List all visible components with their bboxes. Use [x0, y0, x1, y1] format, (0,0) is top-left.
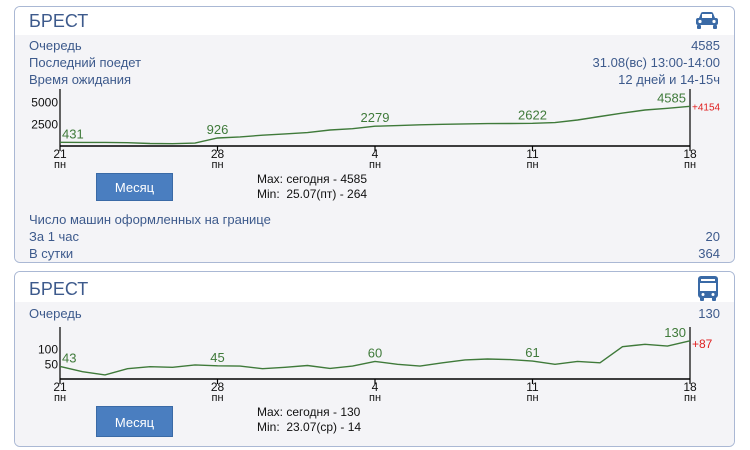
x-tick-weekday-label: пн: [211, 392, 223, 404]
info-row-hour: За 1 час 20: [29, 229, 720, 245]
y-tick-label: 50: [45, 357, 59, 371]
month-button[interactable]: Месяц: [96, 173, 173, 201]
x-tick-day-label: 11: [526, 147, 539, 161]
x-tick-weekday-label: пн: [369, 392, 381, 404]
info-label: За 1 час: [29, 229, 80, 244]
info-row-queue: Очередь 130: [29, 306, 720, 322]
info-value: 130: [698, 306, 720, 321]
car-icon[interactable]: [694, 9, 720, 36]
x-tick-weekday-label: пн: [54, 159, 66, 169]
x-tick-day-label: 4: [372, 380, 379, 394]
x-tick-weekday-label: пн: [369, 159, 381, 169]
info-label: Очередь: [29, 306, 82, 321]
x-tick-weekday-label: пн: [526, 159, 538, 169]
card-body: Очередь 4585 Последний поедет 31.08(вс) …: [15, 35, 734, 262]
info-value: 4585: [691, 38, 720, 53]
minmax-stats: Max: сегодня - 130 Min: 23.07(ср) - 14: [257, 405, 361, 435]
y-tick-label: 100: [38, 343, 58, 357]
data-label: 43: [62, 350, 76, 365]
min-stat: Min: 23.07(ср) - 14: [257, 420, 362, 434]
data-label: 926: [207, 122, 229, 137]
series-line: [59, 105, 691, 145]
delta-label: +4154: [692, 102, 721, 113]
data-label: 60: [368, 345, 382, 360]
card-body: Очередь 130 50 100 21 пн 28 пн 4 пн 11 пн 18 пн 43 45…: [15, 302, 734, 446]
bus-queue-card: БРЕСТ Очередь 130 50 100 21 пн 28 пн 4 пн 11 пн 18…: [14, 271, 735, 447]
x-tick-weekday-label: пн: [54, 392, 66, 404]
x-tick-weekday-label: пн: [684, 159, 696, 169]
border-section-title: Число машин оформленных на границе: [29, 212, 720, 228]
x-tick-weekday-label: пн: [526, 392, 538, 404]
info-label: Последний поедет: [29, 55, 142, 70]
info-row-day: В сутки 364: [29, 246, 720, 262]
data-label: 2622: [518, 107, 547, 122]
series-line: [59, 340, 691, 376]
info-value: 31.08(вс) 13:00-14:00: [592, 55, 720, 70]
x-tick-weekday-label: пн: [684, 392, 696, 404]
city-title: БРЕСТ: [29, 279, 89, 299]
info-label: В сутки: [29, 246, 74, 261]
info-row-queue: Очередь 4585: [29, 38, 720, 54]
data-label: 61: [525, 345, 539, 360]
city-title: БРЕСТ: [29, 11, 89, 31]
data-label: 45: [210, 350, 224, 365]
x-tick-day-label: 28: [211, 380, 225, 394]
info-value: 20: [705, 229, 720, 244]
x-tick-day-label: 18: [683, 380, 697, 394]
x-tick-day-label: 11: [526, 380, 539, 394]
x-tick-day-label: 21: [53, 380, 67, 394]
max-stat: Max: сегодня - 4585: [257, 172, 368, 186]
y-tick-label: 2500: [31, 117, 58, 131]
info-value: 364: [698, 246, 720, 261]
x-tick-day-label: 4: [372, 147, 379, 161]
x-tick-day-label: 28: [211, 147, 225, 161]
min-stat: Min: 25.07(пт) - 264: [257, 187, 368, 201]
minmax-stats: Max: сегодня - 4585 Min: 25.07(пт) - 264: [257, 172, 367, 202]
car-queue-card: БРЕСТ Очередь 4585 Последний поедет 31.0…: [14, 6, 735, 263]
info-row-wait: Время ожидания 12 дней и 14-15ч: [29, 72, 720, 88]
x-tick-day-label: 18: [683, 147, 697, 161]
info-value: 12 дней и 14-15ч: [618, 72, 720, 87]
delta-label: +87: [692, 337, 713, 351]
x-tick-day-label: 21: [53, 147, 67, 161]
info-label: Время ожидания: [29, 72, 132, 87]
data-label: 130: [664, 325, 686, 340]
month-button[interactable]: Месяц: [96, 406, 173, 437]
data-label: 431: [62, 126, 84, 141]
data-label: 4585: [657, 90, 686, 105]
y-tick-label: 5000: [31, 96, 58, 110]
data-label: 2279: [361, 110, 390, 125]
info-label: Очередь: [29, 38, 82, 53]
bus-icon[interactable]: [696, 275, 720, 308]
border-title-label: Число машин оформленных на границе: [29, 212, 271, 227]
info-row-last: Последний поедет 31.08(вс) 13:00-14:00: [29, 55, 720, 71]
card-header: БРЕСТ: [15, 272, 734, 302]
max-stat: Max: сегодня - 130: [257, 405, 361, 419]
x-tick-weekday-label: пн: [211, 159, 223, 169]
card-header: БРЕСТ: [15, 7, 734, 35]
